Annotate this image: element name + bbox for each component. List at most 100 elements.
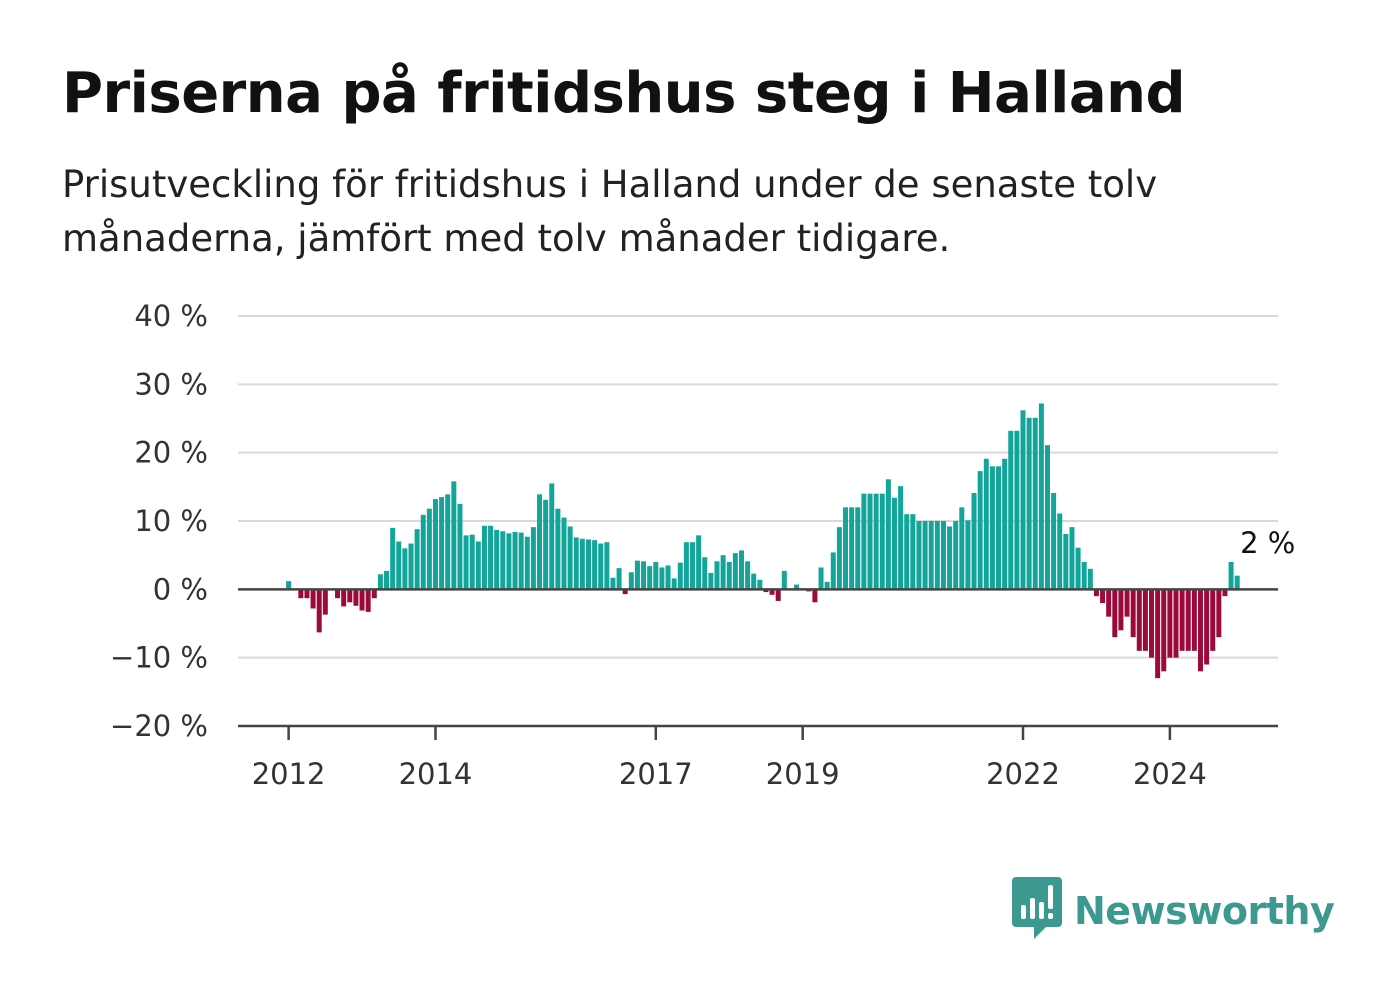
bar: [953, 521, 959, 590]
bar: [1179, 589, 1185, 651]
bar: [1197, 589, 1203, 672]
x-tick-label: 2017: [619, 757, 693, 791]
bar: [304, 589, 310, 599]
bar: [996, 466, 1002, 590]
bar: [879, 493, 885, 590]
bar: [836, 527, 842, 590]
bar: [445, 494, 451, 590]
bar: [634, 560, 640, 590]
x-tick-label: 2022: [986, 757, 1060, 791]
bar: [359, 589, 365, 611]
bar: [1112, 589, 1118, 638]
bar: [426, 508, 432, 590]
bar: [775, 589, 781, 601]
bar: [1216, 589, 1222, 638]
bar: [463, 535, 469, 590]
bar: [1093, 589, 1099, 597]
bar: [1100, 589, 1106, 603]
bar: [555, 508, 561, 590]
bar: [928, 521, 934, 590]
bar: [677, 562, 683, 590]
bar: [1051, 492, 1057, 590]
bar: [506, 533, 512, 590]
bar: [708, 572, 714, 590]
bar: [310, 589, 316, 609]
bar: [1155, 589, 1161, 679]
bar: [488, 525, 494, 590]
bar: [1002, 458, 1008, 590]
bar: [610, 577, 616, 590]
bar: [475, 541, 481, 590]
tick-labels: 40 % 30 % 20 % 10 % 0 % −10 % −20 % 2012 2014 201…: [110, 299, 1295, 791]
bar: [1032, 417, 1038, 590]
bar: [922, 521, 928, 590]
bar: [867, 493, 873, 590]
bar: [457, 503, 463, 590]
bar: [585, 539, 591, 590]
bar: [316, 589, 322, 633]
bar: [898, 486, 904, 590]
bar-chart-speech-bubble-icon: [1012, 877, 1062, 944]
bar: [818, 567, 824, 590]
bar: [573, 537, 579, 590]
bar: [843, 507, 849, 590]
bar: [738, 550, 744, 590]
bar: [702, 557, 708, 590]
bar: [647, 566, 653, 590]
bar: [916, 521, 922, 590]
bar: [1118, 589, 1124, 631]
bar: [341, 589, 347, 607]
bar: [1191, 589, 1197, 651]
bar: [1222, 589, 1228, 597]
bar: [885, 479, 891, 590]
bar: [720, 555, 726, 590]
bar: [1228, 562, 1234, 590]
bar: [384, 570, 390, 590]
bar: [371, 589, 377, 599]
bar: [432, 499, 438, 590]
bar: [891, 497, 897, 590]
bar: [1204, 589, 1210, 665]
bar: [414, 529, 420, 590]
value-annotation: 2 %: [1240, 526, 1295, 560]
bar: [567, 526, 573, 590]
bar: [849, 507, 855, 590]
bar: [1124, 589, 1130, 617]
bar: [732, 553, 738, 590]
bar: [1106, 589, 1112, 617]
bar: [530, 527, 536, 590]
bar: [1136, 589, 1142, 651]
bar: [451, 481, 457, 590]
y-tick-label: 40 %: [134, 299, 208, 333]
y-tick-label: −10 %: [110, 641, 208, 675]
bar: [1149, 589, 1155, 658]
bar: [824, 581, 830, 590]
bars: [286, 403, 1240, 679]
bar: [641, 561, 647, 590]
bar: [494, 529, 500, 590]
bar: [286, 581, 292, 590]
bar: [763, 589, 769, 593]
bar: [598, 543, 604, 590]
chart-title: Priserna på fritidshus steg i Halland: [62, 61, 1186, 126]
bar: [947, 526, 953, 590]
bar: [1173, 589, 1179, 658]
bar: [390, 527, 396, 590]
x-tick-label: 2012: [252, 757, 326, 791]
bar: [1081, 562, 1087, 590]
bar: [983, 458, 989, 590]
bar: [543, 499, 549, 590]
bar: [1026, 417, 1032, 590]
bar: [769, 589, 775, 595]
bar: [518, 532, 524, 590]
x-tick-label: 2024: [1133, 757, 1207, 791]
x-tick-label: 2014: [399, 757, 473, 791]
bar: [298, 589, 304, 599]
bar: [365, 589, 371, 612]
bar: [377, 574, 383, 590]
bar: [1014, 430, 1020, 590]
bar: [910, 514, 916, 590]
bar: [940, 521, 946, 590]
gridlines: [238, 315, 1278, 659]
bar: [934, 521, 940, 590]
